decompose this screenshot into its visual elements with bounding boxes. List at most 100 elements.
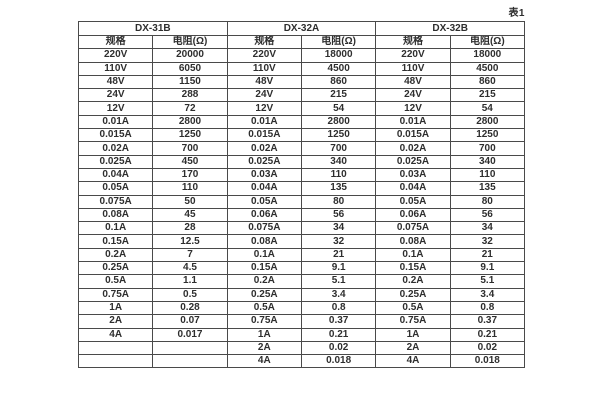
resistance-cell: 0.02 — [300, 340, 377, 356]
resistance-column-header: 电阻(Ω) — [300, 34, 377, 50]
spec-cell: 0.01A — [375, 114, 451, 130]
spec-cell: 48V — [77, 74, 154, 90]
spec-cell: 12V — [77, 101, 154, 116]
table-row: 0.75A 0.5 0.25A 3.4 0.25A 3.4 — [77, 287, 526, 302]
resistance-cell: 20000 — [152, 48, 228, 63]
spec-cell: 0.04A — [77, 167, 154, 183]
spec-cell: 220V — [77, 48, 154, 63]
spec-cell: 0.75A — [226, 314, 302, 329]
spec-cell: 0.1A — [226, 247, 302, 263]
spec-cell: 1A — [375, 327, 451, 342]
spec-cell: 0.25A — [375, 287, 451, 302]
spec-cell: 220V — [226, 48, 302, 63]
table-row: 0.05A 110 0.04A 135 0.04A 135 — [77, 181, 526, 196]
spec-cell: 4A — [226, 354, 302, 369]
table-row: 110V 6050 110V 4500 110V 4500 — [77, 61, 526, 76]
table-row: 0.1A 28 0.075A 34 0.075A 34 — [77, 221, 526, 236]
resistance-column-header: 电阻(Ω) — [152, 34, 228, 50]
resistance-cell: 56 — [300, 207, 377, 223]
resistance-cell: 50 — [152, 194, 228, 209]
resistance-cell: 0.21 — [449, 327, 526, 342]
spec-cell: 110V — [77, 61, 154, 76]
spec-cell: 12V — [375, 101, 451, 116]
spec-cell: 2A — [226, 340, 302, 356]
spec-cell: 0.025A — [226, 154, 302, 169]
resistance-cell: 700 — [449, 141, 526, 156]
table-row: 4A 0.018 4A 0.018 — [77, 354, 526, 369]
resistance-cell: 0.28 — [152, 300, 228, 316]
resistance-cell: 0.02 — [449, 340, 526, 356]
resistance-cell: 45 — [152, 207, 228, 223]
table-row: 4A 0.017 1A 0.21 1A 0.21 — [77, 327, 526, 342]
spec-cell: 0.015A — [375, 128, 451, 143]
spec-cell: 0.5A — [226, 300, 302, 316]
resistance-cell: 215 — [300, 88, 377, 103]
table-row: 24V 288 24V 215 24V 215 — [77, 88, 526, 103]
spec-cell: 0.075A — [77, 194, 154, 209]
resistance-cell: 0.8 — [300, 300, 377, 316]
table-row: 2A 0.07 0.75A 0.37 0.75A 0.37 — [77, 314, 526, 329]
spec-cell: 48V — [226, 74, 302, 90]
spec-column-header: 规格 — [375, 34, 451, 50]
resistance-column-header: 电阻(Ω) — [449, 34, 526, 50]
spec-cell: 0.5A — [77, 274, 154, 289]
spec-cell: 0.1A — [375, 247, 451, 263]
resistance-cell: 6050 — [152, 61, 228, 76]
spec-cell: 0.05A — [77, 181, 154, 196]
spec-cell: 0.25A — [226, 287, 302, 302]
spec-cell: 0.15A — [77, 234, 154, 249]
spec-column-header: 规格 — [226, 34, 302, 50]
resistance-cell — [152, 340, 228, 356]
spec-cell: 24V — [77, 88, 154, 103]
table-row: 0.01A 2800 0.01A 2800 0.01A 2800 — [77, 114, 526, 130]
table-row: 48V 1150 48V 860 48V 860 — [77, 74, 526, 90]
spec-cell: 12V — [226, 101, 302, 116]
spec-cell: 1A — [226, 327, 302, 342]
resistance-cell: 12.5 — [152, 234, 228, 249]
resistance-cell: 450 — [152, 154, 228, 169]
spec-cell: 0.06A — [375, 207, 451, 223]
resistance-cell: 34 — [300, 221, 377, 236]
spec-cell: 0.075A — [375, 221, 451, 236]
spec-cell: 4A — [375, 354, 451, 369]
group-header-dx-32b: DX-32B — [375, 21, 525, 36]
sub-header-row: 规格 电阻(Ω) 规格 电阻(Ω) 规格 电阻(Ω) — [77, 34, 526, 50]
resistance-cell: 3.4 — [300, 287, 377, 302]
resistance-cell: 1150 — [152, 74, 228, 90]
spec-cell: 0.04A — [375, 181, 451, 196]
resistance-cell: 1250 — [300, 128, 377, 143]
resistance-cell: 18000 — [300, 48, 377, 63]
table-caption: 表1 — [508, 8, 525, 19]
resistance-cell: 135 — [449, 181, 526, 196]
spec-cell: 48V — [375, 74, 451, 90]
resistance-cell: 0.5 — [152, 287, 228, 302]
spec-cell: 0.2A — [77, 247, 154, 263]
table-row: 0.15A 12.5 0.08A 32 0.08A 32 — [77, 234, 526, 249]
resistance-cell: 4500 — [449, 61, 526, 76]
table-row: 0.04A 170 0.03A 110 0.03A 110 — [77, 167, 526, 183]
table-row: 0.025A 450 0.025A 340 0.025A 340 — [77, 154, 526, 169]
resistance-cell: 170 — [152, 167, 228, 183]
spec-cell: 0.25A — [77, 261, 154, 276]
group-header-dx-31b: DX-31B — [78, 21, 228, 36]
resistance-cell: 3.4 — [449, 287, 526, 302]
resistance-cell: 700 — [300, 141, 377, 156]
resistance-cell: 4500 — [300, 61, 377, 76]
spec-cell: 0.05A — [226, 194, 302, 209]
resistance-cell: 7 — [152, 247, 228, 263]
resistance-cell: 700 — [152, 141, 228, 156]
resistance-cell: 9.1 — [300, 261, 377, 276]
resistance-cell: 0.018 — [449, 354, 526, 369]
spec-cell: 0.015A — [77, 128, 154, 143]
group-header-dx-32a: DX-32A — [226, 21, 377, 36]
table-row: 2A 0.02 2A 0.02 — [77, 340, 526, 356]
spec-column-header: 规格 — [77, 34, 154, 50]
spec-cell: 24V — [375, 88, 451, 103]
spec-cell: 2A — [77, 314, 154, 329]
resistance-cell: 2800 — [152, 114, 228, 130]
spec-cell: 0.075A — [226, 221, 302, 236]
spec-cell: 0.03A — [375, 167, 451, 183]
table-row: 0.25A 4.5 0.15A 9.1 0.15A 9.1 — [77, 261, 526, 276]
spec-cell: 0.04A — [226, 181, 302, 196]
